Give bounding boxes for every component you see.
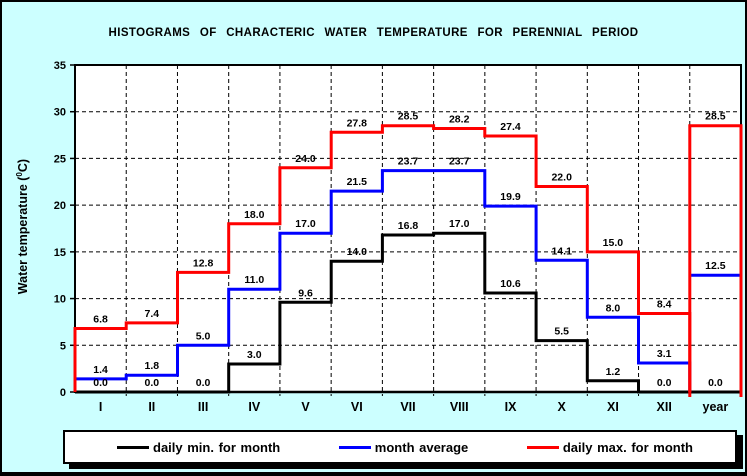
data-label: 24.0 <box>295 153 316 165</box>
data-label: 16.8 <box>398 220 419 232</box>
x-axis-label: I <box>99 400 102 414</box>
series-month-average <box>73 169 741 392</box>
data-label: 0.0 <box>708 377 723 389</box>
data-label: 3.1 <box>657 348 672 360</box>
data-label: 18.0 <box>244 209 265 221</box>
x-axis-label: year <box>703 400 729 414</box>
red-line-sample <box>526 445 559 449</box>
y-tick-label: 5 <box>60 340 66 352</box>
data-label: 8.4 <box>657 299 672 311</box>
legend-item-month-average: month average <box>338 439 469 455</box>
data-label: 0.0 <box>93 377 108 389</box>
y-tick-label: 25 <box>54 153 66 165</box>
x-axis-label: XI <box>607 400 619 414</box>
data-label: 1.2 <box>606 366 621 378</box>
data-label: 12.5 <box>705 260 726 272</box>
legend-label: daily max. for month <box>562 439 693 455</box>
data-label: 23.7 <box>398 156 419 168</box>
data-label: 17.0 <box>295 218 316 230</box>
y-tick-label: 30 <box>54 107 66 119</box>
x-axis-label: IV <box>248 400 260 414</box>
data-label: 5.0 <box>196 330 211 342</box>
black-line-sample <box>117 445 149 449</box>
data-label: 1.8 <box>144 360 159 372</box>
legend: daily min. for month month average daily… <box>63 430 737 464</box>
x-axis-label: XII <box>657 400 672 414</box>
chart-title: HISTOGRAMS OF CHARACTERIC WATER TEMPERAT… <box>108 27 639 39</box>
x-axis-label: II <box>148 400 155 414</box>
data-label: 8.0 <box>606 302 621 314</box>
data-label: 28.5 <box>705 111 726 123</box>
series-daily-min <box>75 231 741 394</box>
data-label: 0.0 <box>657 377 672 389</box>
y-tick-label: 10 <box>54 294 66 306</box>
data-label: 28.2 <box>449 114 470 126</box>
x-axis-label: VIII <box>450 400 469 414</box>
data-label: 27.4 <box>500 121 521 133</box>
data-label: 0.0 <box>196 377 211 389</box>
data-label: 5.5 <box>554 326 569 338</box>
data-label: 23.7 <box>449 156 470 168</box>
y-axis-ticks: 0 5 10 15 20 25 30 35 <box>54 60 75 399</box>
y-tick-label: 0 <box>60 387 66 399</box>
x-axis-label: V <box>301 400 310 414</box>
data-label: 1.4 <box>93 364 108 376</box>
legend-label: daily min. for month <box>153 439 281 455</box>
y-tick-label: 35 <box>54 60 66 72</box>
x-axis-label: III <box>198 400 208 414</box>
data-label: 28.5 <box>398 111 419 123</box>
data-label: 14.1 <box>551 245 572 257</box>
y-tick-label: 15 <box>54 247 66 259</box>
data-label: 0.0 <box>144 377 159 389</box>
x-axis-label: IX <box>505 400 517 414</box>
data-label: 27.8 <box>347 117 368 129</box>
data-label: 17.0 <box>449 218 470 230</box>
x-axis-label: VI <box>351 400 363 414</box>
legend-item-daily-min: daily min. for month <box>117 440 280 455</box>
data-label: 7.4 <box>144 308 159 320</box>
blue-line-sample <box>338 445 371 449</box>
data-label: 10.6 <box>500 278 521 290</box>
data-label: 14.0 <box>347 246 368 258</box>
data-labels: 0.0 0.0 0.0 3.0 9.6 14.0 16.8 17.0 10.6 5.5 1.2 0.0… <box>93 111 725 389</box>
data-label: 19.9 <box>500 191 521 203</box>
data-label: 12.8 <box>193 257 214 269</box>
series-daily-max <box>73 124 743 397</box>
x-axis-labels: I II III IV V VI VII VIII IX X XI XII year <box>99 400 729 414</box>
y-tick-label: 20 <box>54 200 66 212</box>
data-label: 21.5 <box>347 176 368 188</box>
x-axis-label: X <box>558 400 567 414</box>
legend-item-daily-max: daily max. for month <box>526 439 693 455</box>
data-label: 9.6 <box>298 287 313 299</box>
data-label: 3.0 <box>247 349 262 361</box>
data-label: 22.0 <box>551 172 572 184</box>
x-axis-label: VII <box>400 400 415 414</box>
data-label: 6.8 <box>93 314 108 326</box>
data-label: 15.0 <box>603 237 624 249</box>
legend-label: month average <box>374 439 469 455</box>
data-label: 11.0 <box>244 274 264 286</box>
